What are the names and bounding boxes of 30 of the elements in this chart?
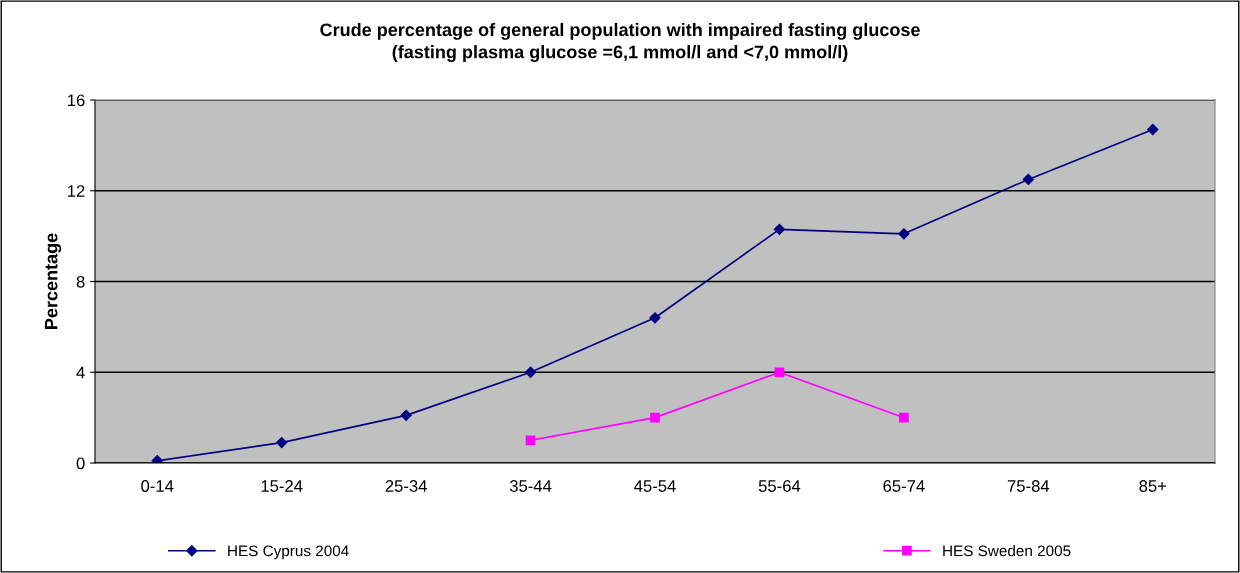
point <box>524 366 537 378</box>
point <box>649 312 661 324</box>
point <box>525 435 536 446</box>
legend-label: HES Sweden 2005 <box>943 545 1071 557</box>
point <box>1022 173 1034 186</box>
point <box>898 228 910 240</box>
x-tick-label: 0-14 <box>141 480 174 492</box>
chart-title: Crude percentage of general population with impaired fasting glucose (fasting plasma glucose =6,1 mmol/l and <7,0 mmol/l) <box>320 22 920 62</box>
x-tick-label: 75-84 <box>1007 480 1050 492</box>
y-tick-label: 16 <box>68 94 85 107</box>
x-tick-label: 45-54 <box>634 480 676 492</box>
point <box>400 409 412 421</box>
point <box>774 367 785 378</box>
x-tick-label: 55-64 <box>758 480 801 492</box>
y-axis-title: Percentage <box>44 233 62 329</box>
x-tick-label: 15-24 <box>261 480 303 492</box>
y-tick-label: 8 <box>76 275 85 288</box>
point <box>650 412 660 423</box>
legend-label: HES Cyprus 2004 <box>228 545 349 560</box>
x-tick-label: 35-44 <box>509 480 552 492</box>
y-tick-label: 0 <box>76 457 85 470</box>
point <box>1147 123 1159 136</box>
point <box>773 223 786 235</box>
point <box>276 436 288 449</box>
x-tick-label: 25-34 <box>385 480 427 492</box>
y-tick-label: 12 <box>68 185 85 197</box>
x-tick-label: 85+ <box>1139 480 1167 492</box>
y-tick-label: 4 <box>76 366 85 379</box>
point <box>899 412 909 423</box>
x-tick-label: 65-74 <box>883 480 925 492</box>
